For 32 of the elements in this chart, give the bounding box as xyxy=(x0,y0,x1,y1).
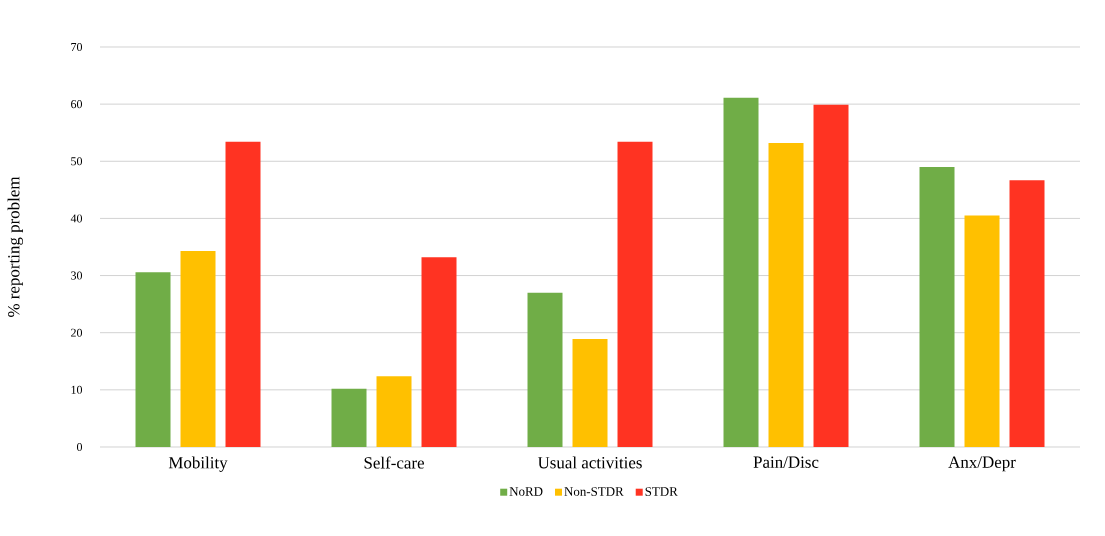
bar xyxy=(768,142,804,447)
legend-label: STDR xyxy=(645,487,678,496)
bar xyxy=(331,388,367,447)
x-tick-label: Anx/Depr xyxy=(948,456,1016,472)
x-tick-label: Pain/Disc xyxy=(753,456,819,468)
x-tick-label: Usual activities xyxy=(537,456,642,469)
bar xyxy=(135,272,171,447)
bar xyxy=(180,250,216,447)
bar xyxy=(617,141,653,447)
x-tick-label: Mobility xyxy=(168,456,228,472)
bar xyxy=(572,338,608,447)
legend-label: Non-STDR xyxy=(564,487,624,496)
y-tick-label: 70 xyxy=(71,42,83,52)
bar xyxy=(225,141,261,447)
bar xyxy=(527,292,563,447)
bar xyxy=(723,97,759,447)
bar xyxy=(1009,180,1045,447)
y-tick-label: 0 xyxy=(76,442,83,452)
bar xyxy=(964,215,1000,447)
y-axis-title: % reporting problem xyxy=(7,176,23,317)
x-tick-label: Self-care xyxy=(364,456,424,469)
legend-label: NoRD xyxy=(509,487,543,496)
y-tick-label: 50 xyxy=(71,157,83,166)
bar xyxy=(919,166,955,447)
bar xyxy=(376,376,412,447)
bar xyxy=(813,104,849,447)
y-tick-label: 10 xyxy=(71,385,83,394)
y-tick-label: 60 xyxy=(71,100,83,109)
y-tick-label: 40 xyxy=(70,214,83,223)
y-tick-label: 30 xyxy=(71,271,83,280)
y-tick-label: 20 xyxy=(71,328,83,337)
bar xyxy=(421,257,457,447)
